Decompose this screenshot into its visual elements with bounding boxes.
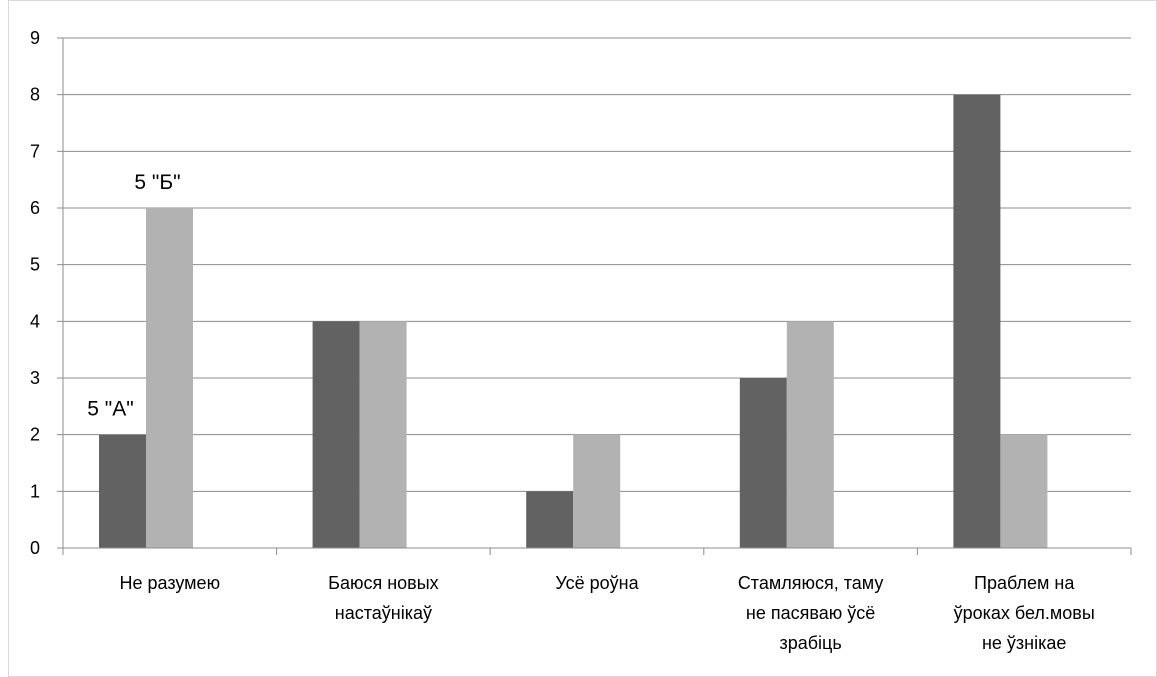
x-category-label: Не разумею	[120, 573, 221, 593]
x-category-label: Баюся новых настаўнікаў	[328, 573, 439, 623]
bar-series-b	[1000, 434, 1048, 548]
bar-series-b	[146, 208, 193, 548]
y-tick-label: 9	[30, 28, 40, 48]
bar-series-b	[573, 434, 621, 548]
y-tick-label: 6	[30, 198, 40, 218]
y-tick-label: 3	[30, 368, 40, 388]
bar-series-a	[312, 321, 360, 548]
bar-series-a	[526, 491, 574, 548]
y-tick-label: 4	[30, 311, 40, 331]
x-category-labels: Не разумею Баюся новых настаўнікаў Усё роўн…	[120, 573, 1095, 653]
gridlines	[63, 37, 1131, 492]
bar-series-a	[99, 434, 146, 548]
y-tick-label: 8	[30, 85, 40, 105]
series-annotations: 5 "А" 5 "Б"	[87, 171, 180, 421]
bars	[99, 94, 1048, 549]
y-tick-labels: 0 1 2 3 4 5 6 7 8 9	[30, 28, 40, 558]
series-annotation: 5 "А"	[87, 398, 133, 421]
y-tick-label: 1	[30, 481, 40, 501]
y-tick-label: 7	[30, 141, 40, 161]
x-category-label: Праблем на ўроках бел.мовы не ўзнікае	[954, 573, 1095, 653]
y-tick-label: 2	[30, 425, 40, 445]
bar-series-b	[786, 321, 834, 548]
x-category-label: Усё роўна	[555, 573, 639, 593]
bar-series-a	[739, 378, 787, 548]
axes	[57, 37, 1132, 555]
bar-series-b	[359, 321, 407, 548]
y-tick-label: 0	[30, 538, 40, 558]
x-category-label: Стамляюся, таму не пасяваю ўсё зрабіць	[738, 573, 884, 653]
bar-series-a	[953, 94, 1001, 549]
y-tick-label: 5	[30, 255, 40, 275]
series-annotation: 5 "Б"	[134, 171, 180, 194]
